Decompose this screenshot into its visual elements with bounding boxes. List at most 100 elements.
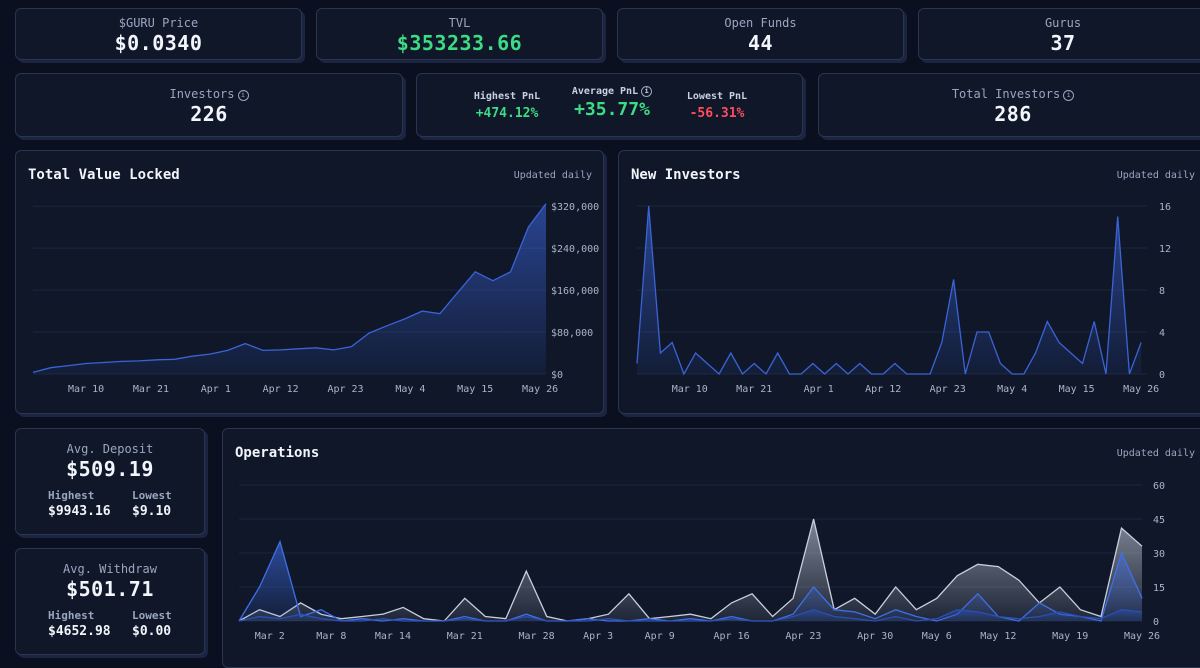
label: Avg. Withdraw [63, 562, 157, 576]
label: Open Funds [724, 16, 797, 30]
x-tick-label: May 15 [457, 384, 493, 395]
line [636, 205, 1142, 376]
value: -56.31% [689, 106, 745, 121]
x-tick-label: Mar 21 [133, 384, 169, 395]
x-tick-label: May 4 [395, 384, 425, 395]
lowest-value: $0.00 [132, 624, 172, 639]
value: +474.12% [475, 106, 539, 121]
y-tick-label: $160,000 [551, 286, 599, 297]
highest-value: $9943.16 [48, 504, 111, 519]
y-tick-label: $0 [551, 370, 563, 381]
investors-card: Investors i 226 [15, 73, 403, 137]
y-tick-label: 4 [1159, 328, 1165, 339]
y-tick-label: 0 [1153, 617, 1159, 628]
open-funds-card: Open Funds 44 [617, 8, 904, 60]
label: Gurus [1044, 16, 1082, 30]
info-icon[interactable]: i [1063, 90, 1075, 101]
value: +35.77% [574, 99, 650, 120]
label: Average PnL [571, 86, 639, 97]
y-tick-label: 60 [1153, 481, 1165, 492]
label-row: Investors i [16, 87, 402, 101]
label-row: Average PnL i [557, 86, 667, 97]
info-icon[interactable]: i [237, 90, 249, 101]
y-tick-label: 8 [1159, 286, 1165, 297]
y-tick-label: 15 [1153, 583, 1165, 594]
operations-chart: Operations Updated daily 0 15 30 45 60 Mar 2 Mar… [235, 445, 1195, 642]
y-tick-label: 16 [1159, 202, 1171, 213]
chart-note: Updated daily [514, 170, 592, 181]
x-tick-label: May 26 [1124, 631, 1160, 642]
x-tick-label: Apr 9 [645, 631, 675, 642]
label: Total Investors [951, 87, 1061, 101]
value: $509.19 [66, 457, 154, 481]
x-tick-label: Mar 2 [255, 631, 285, 642]
area [637, 206, 1142, 374]
x-tick-label: Mar 21 [447, 631, 483, 642]
tvl-card: TVL $353233.66 [316, 8, 603, 60]
y-tick-label: $80,000 [551, 328, 593, 339]
chart-title: Total Value Locked [28, 167, 180, 183]
value: 37 [1050, 31, 1076, 55]
x-tick-label: Apr 23 [327, 384, 363, 395]
price-card: $GURU Price $0.0340 [15, 8, 302, 60]
label: Highest PnL [473, 91, 541, 102]
operations-panel: Operations Updated daily 0 15 30 45 60 Mar 2 Mar… [222, 428, 1200, 668]
x-tick-label: Mar 10 [68, 384, 104, 395]
chart-note: Updated daily [1117, 448, 1195, 459]
area [239, 541, 1142, 621]
lowest-label: Lowest [132, 609, 172, 622]
value: 44 [747, 31, 774, 55]
x-tick-label: May 26 [1123, 384, 1159, 395]
x-tick-label: Apr 1 [804, 384, 834, 395]
x-tick-label: Apr 23 [785, 631, 821, 642]
x-tick-label: Apr 12 [865, 384, 901, 395]
chart-note: Updated daily [1117, 170, 1195, 181]
label: Lowest PnL [686, 91, 748, 102]
x-tick-label: Apr 3 [583, 631, 613, 642]
x-tick-label: Mar 8 [316, 631, 346, 642]
withdraw-card: Avg. Withdraw $501.71 Highest $4652.98 L… [15, 548, 205, 655]
investors-panel: New Investors Updated daily 0 4 8 12 16 Mar 10 M… [618, 150, 1200, 414]
y-tick-label: $320,000 [551, 202, 599, 213]
y-tick-label: $240,000 [551, 244, 599, 255]
value: $353233.66 [396, 31, 523, 55]
lowest-label: Lowest [132, 489, 172, 502]
label: TVL [448, 16, 471, 30]
x-tick-label: Apr 1 [201, 384, 231, 395]
x-tick-label: Mar 21 [736, 384, 772, 395]
y-tick-label: 0 [1159, 370, 1165, 381]
x-tick-label: Apr 30 [857, 631, 893, 642]
x-tick-label: May 19 [1052, 631, 1088, 642]
highest-label: Highest [48, 609, 95, 622]
x-tick-label: Mar 14 [375, 631, 411, 642]
highest-pnl: Highest PnL +474.12% [457, 91, 557, 121]
line [238, 609, 1143, 622]
average-pnl: Average PnL i +35.77% [557, 86, 667, 120]
x-tick-label: May 26 [522, 384, 558, 395]
x-tick-label: Mar 10 [672, 384, 708, 395]
y-tick-label: 12 [1159, 244, 1171, 255]
lowest-pnl: Lowest PnL -56.31% [667, 91, 767, 121]
pnl-card: Highest PnL +474.12% Average PnL i +35.77… [416, 73, 803, 137]
chart-title: Operations [235, 445, 319, 461]
x-tick-label: Mar 28 [519, 631, 555, 642]
tvl-chart: Total Value Locked Updated daily $0 $80,000… [28, 167, 599, 395]
value: 226 [190, 102, 228, 126]
lowest-value: $9.10 [132, 504, 172, 519]
highest-value: $4652.98 [48, 624, 111, 639]
info-icon[interactable]: i [641, 86, 653, 97]
value: 286 [994, 102, 1032, 126]
line [238, 518, 1143, 622]
value: $0.0340 [114, 31, 203, 55]
highest-label: Highest [48, 489, 95, 502]
x-tick-label: May 4 [997, 384, 1027, 395]
chart-title: New Investors [631, 167, 741, 183]
total-investors-card: Total Investors i 286 [818, 73, 1200, 137]
deposit-card: Avg. Deposit $509.19 Highest $9943.16 Lo… [15, 428, 205, 535]
value: $501.71 [66, 577, 154, 601]
label-row: Total Investors i [819, 87, 1200, 101]
investors-chart: New Investors Updated daily 0 4 8 12 16 Mar 10 M… [631, 167, 1195, 395]
area [239, 519, 1142, 621]
x-tick-label: Apr 12 [263, 384, 299, 395]
